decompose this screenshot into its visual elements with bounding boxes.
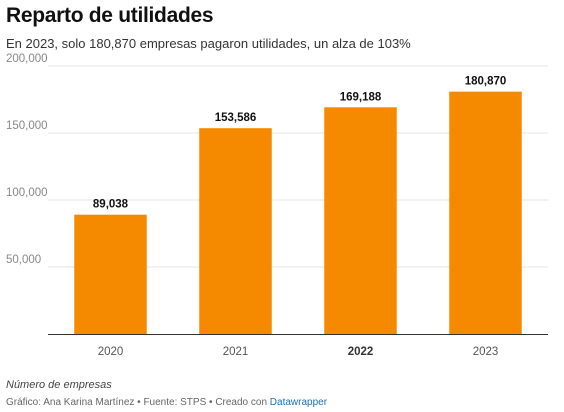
chart-subtitle: En 2023, solo 180,870 empresas pagaron u… <box>6 36 411 51</box>
bar <box>74 214 147 334</box>
chart-note: Número de empresas <box>6 379 112 391</box>
y-tick-label: 150,000 <box>6 120 48 132</box>
bar <box>324 107 397 334</box>
bar-chart: 50,000 100,000 150,000 200,000 89,038 2020 153… <box>6 53 548 358</box>
datawrapper-link[interactable]: Datawrapper <box>269 397 328 408</box>
chart-source: Gráfico: Ana Karina Martínez • Fuente: S… <box>6 397 327 408</box>
data-label: 89,038 <box>93 199 129 211</box>
x-tick-label: 2023 <box>473 346 499 358</box>
data-label: 169,188 <box>340 91 382 103</box>
y-tick-label: 100,000 <box>6 187 48 199</box>
y-tick-label: 200,000 <box>6 53 48 65</box>
data-label: 153,586 <box>215 112 257 124</box>
source-text: Gráfico: Ana Karina Martínez • Fuente: S… <box>6 397 268 408</box>
x-tick-label: 2022 <box>348 346 374 358</box>
chart-title: Reparto de utilidades <box>6 4 214 27</box>
bar <box>449 91 522 334</box>
x-tick-label: 2021 <box>223 346 249 358</box>
x-tick-label: 2020 <box>98 346 124 358</box>
bar <box>199 128 272 334</box>
data-label: 180,870 <box>465 76 507 88</box>
y-tick-label: 50,000 <box>6 254 41 266</box>
